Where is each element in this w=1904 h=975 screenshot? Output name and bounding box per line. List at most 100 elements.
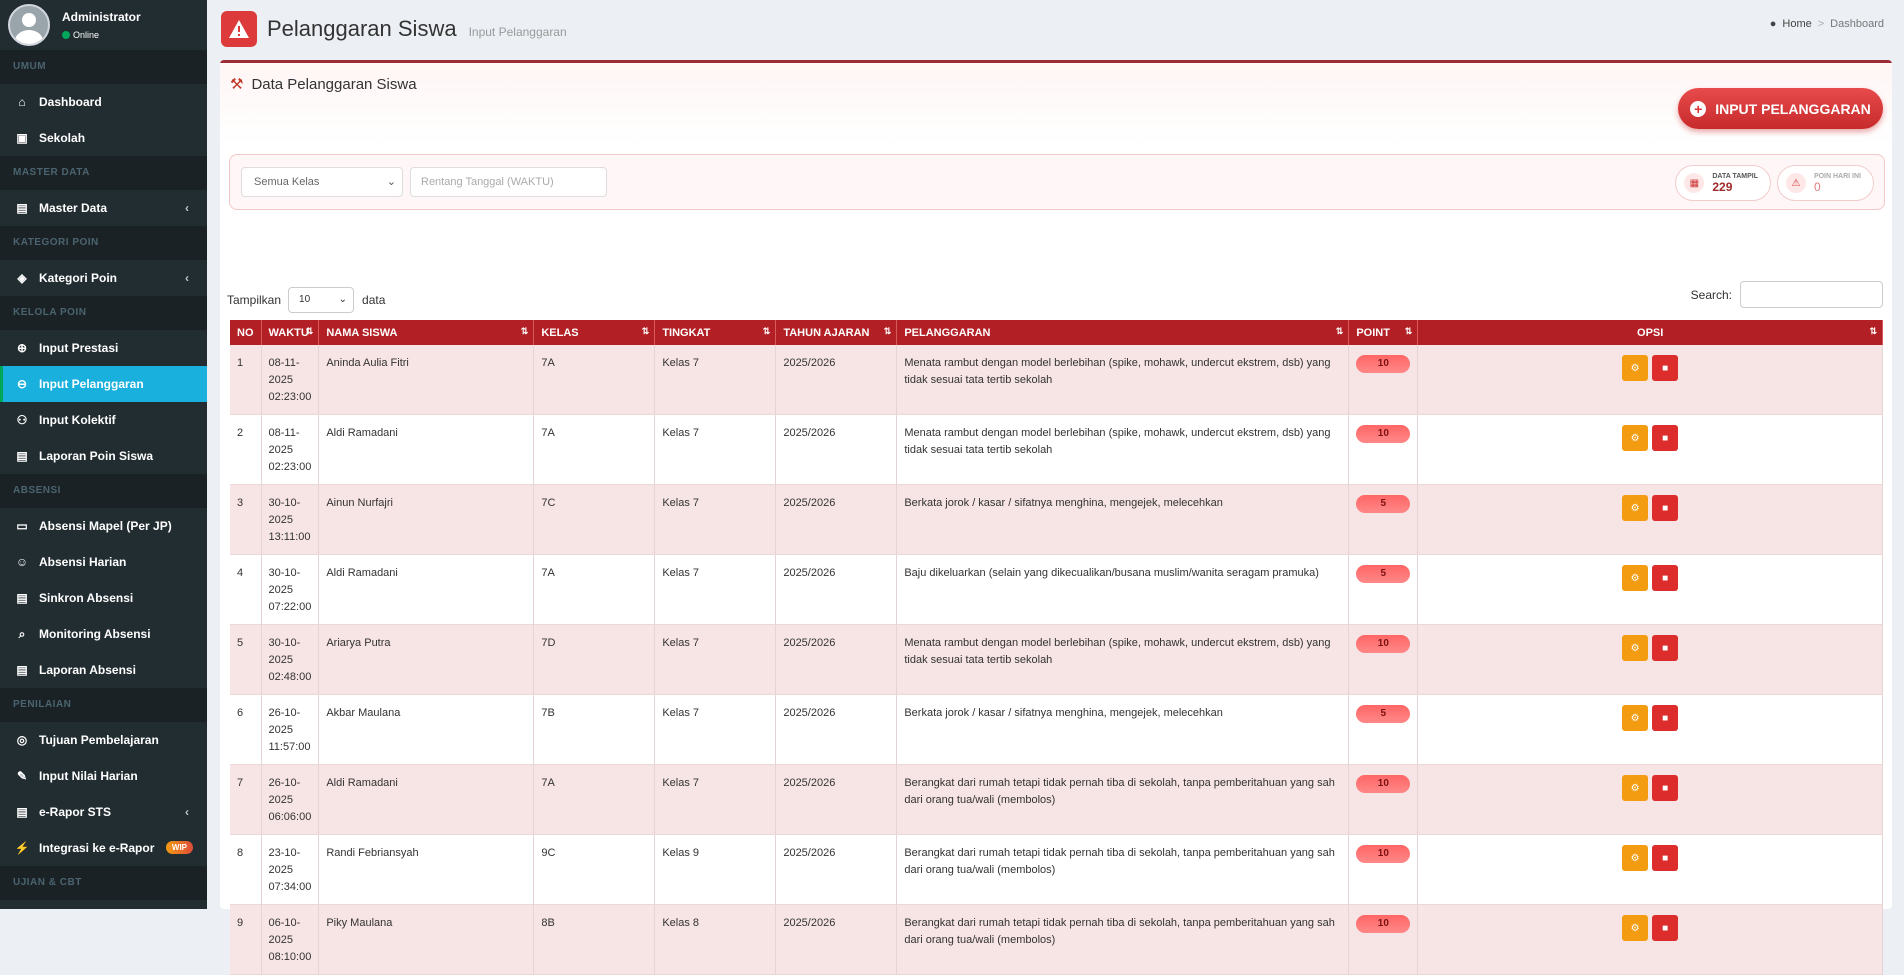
delete-button[interactable]: ■ bbox=[1652, 425, 1679, 451]
cell-pelanggaran: Berangkat dari rumah tetapi tidak pernah… bbox=[896, 834, 1350, 905]
sidebar-item-laporan-absensi[interactable]: ▤ Laporan Absensi bbox=[0, 652, 207, 688]
waktu-line: 30-10- bbox=[268, 637, 301, 649]
breadcrumb-home[interactable]: Home bbox=[1782, 18, 1812, 30]
column-header-tahun-ajaran[interactable]: TAHUN AJARAN ⇅ bbox=[775, 320, 898, 345]
cell-no: 7 bbox=[230, 764, 262, 835]
cell-kelas: 7A bbox=[533, 764, 656, 835]
sidebar-item-monitoring-absensi[interactable]: ⌕ Monitoring Absensi bbox=[0, 616, 207, 652]
column-header-nama-siswa[interactable]: NAMA SISWA ⇅ bbox=[318, 320, 535, 345]
edit-button[interactable]: ⚙ bbox=[1622, 635, 1649, 661]
column-header-waktu[interactable]: WAKTU ⇅ bbox=[261, 320, 320, 345]
cell-no: 4 bbox=[230, 554, 262, 625]
file-icon: ▤ bbox=[16, 805, 28, 819]
column-header-kelas[interactable]: KELAS ⇅ bbox=[533, 320, 656, 345]
edit-button[interactable]: ⚙ bbox=[1622, 565, 1649, 591]
column-header-point[interactable]: POINT ⇅ bbox=[1348, 320, 1419, 345]
trash-icon: ■ bbox=[1662, 432, 1669, 444]
sidebar-item-sinkron-absensi[interactable]: ▤ Sinkron Absensi bbox=[0, 580, 207, 616]
cell-pelanggaran: Berangkat dari rumah tetapi tidak pernah… bbox=[896, 904, 1350, 975]
user-panel: Administrator Online bbox=[0, 0, 207, 50]
sidebar-item-e-rapor-sts[interactable]: ▤ e-Rapor STS ‹ bbox=[0, 794, 207, 830]
sidebar-item-sekolah[interactable]: ▣ Sekolah bbox=[0, 120, 207, 156]
table-icon: ▦ bbox=[1684, 173, 1705, 193]
sidebar-item-input-prestasi[interactable]: ⊕ Input Prestasi bbox=[0, 330, 207, 366]
date-range-input[interactable]: Rentang Tanggal (WAKTU) bbox=[410, 167, 607, 197]
cell-opsi: ⚙ ■ bbox=[1417, 624, 1883, 695]
sidebar-item-kategori-poin[interactable]: ◈ Kategori Poin ‹ bbox=[0, 260, 207, 296]
sidebar-item-laporan-poin-siswa[interactable]: ▤ Laporan Poin Siswa bbox=[0, 438, 207, 474]
delete-button[interactable]: ■ bbox=[1652, 845, 1679, 871]
waktu-line: 08:10:00 bbox=[268, 951, 312, 963]
sidebar-item-label: e-Rapor STS bbox=[39, 805, 112, 819]
edit-button[interactable]: ⚙ bbox=[1622, 705, 1649, 731]
sidebar-section-header: UMUM bbox=[0, 50, 207, 84]
cell-no: 1 bbox=[230, 345, 262, 415]
trash-icon: ■ bbox=[1662, 642, 1669, 654]
sidebar-item-input-nilai-harian[interactable]: ✎ Input Nilai Harian bbox=[0, 758, 207, 794]
delete-button[interactable]: ■ bbox=[1652, 775, 1679, 801]
gear-icon: ⚙ bbox=[1630, 782, 1640, 794]
delete-button[interactable]: ■ bbox=[1652, 565, 1679, 591]
kelas-select-value: Semua Kelas bbox=[254, 176, 320, 188]
sidebar-section-header: MASTER DATA bbox=[0, 156, 207, 190]
search-input[interactable] bbox=[1740, 281, 1883, 308]
edit-button[interactable]: ⚙ bbox=[1622, 355, 1649, 381]
sidebar-item-tujuan-pembelajaran[interactable]: ◎ Tujuan Pembelajaran bbox=[0, 722, 207, 758]
sidebar-item-input-kolektif[interactable]: ⚇ Input Kolektif bbox=[0, 402, 207, 438]
delete-button[interactable]: ■ bbox=[1652, 355, 1679, 381]
column-header-opsi[interactable]: OPSI ⇅ bbox=[1417, 320, 1883, 345]
gear-icon: ⚙ bbox=[1630, 362, 1640, 374]
sidebar-section-header: UJIAN & CBT bbox=[0, 866, 207, 900]
column-header-tingkat[interactable]: TINGKAT ⇅ bbox=[654, 320, 777, 345]
waktu-line: 08-11- bbox=[268, 427, 300, 439]
cell-point: 5 bbox=[1348, 554, 1419, 625]
sidebar-item-dashboard[interactable]: ⌂ Dashboard bbox=[0, 84, 207, 120]
column-header-pelanggaran[interactable]: PELANGGARAN ⇅ bbox=[896, 320, 1350, 345]
page-length-select[interactable]: 10 ⌄ bbox=[288, 287, 355, 313]
edit-button[interactable]: ⚙ bbox=[1622, 915, 1649, 941]
point-badge: 10 bbox=[1356, 915, 1411, 933]
edit-button[interactable]: ⚙ bbox=[1622, 495, 1649, 521]
edit-button[interactable]: ⚙ bbox=[1622, 425, 1649, 451]
cell-tingkat: Kelas 7 bbox=[654, 345, 777, 415]
cell-nama: Piky Maulana bbox=[318, 904, 535, 975]
cell-pelanggaran: Menata rambut dengan model berlebihan (s… bbox=[896, 624, 1350, 695]
content-header: Pelanggaran Siswa Input Pelanggaran ● Ho… bbox=[207, 0, 1904, 58]
edit-button[interactable]: ⚙ bbox=[1622, 775, 1649, 801]
cell-nama: Ariarya Putra bbox=[318, 624, 535, 695]
waktu-line: 13:11:00 bbox=[268, 531, 311, 543]
cell-waktu: 30-10- 2025 13:11:00 bbox=[261, 484, 320, 555]
sidebar-item-absensi-harian[interactable]: ☺ Absensi Harian bbox=[0, 544, 207, 580]
data-card: ⚒ Data Pelanggaran Siswa + INPUT PELANGGAR… bbox=[220, 60, 1892, 975]
users-icon: ⚇ bbox=[16, 413, 28, 427]
cell-kelas: 7A bbox=[533, 414, 656, 485]
delete-button[interactable]: ■ bbox=[1652, 495, 1679, 521]
delete-button[interactable]: ■ bbox=[1652, 915, 1679, 941]
cell-kelas: 7B bbox=[533, 694, 656, 765]
data-tampil-stat: ▦ DATA TAMPIL 229 bbox=[1675, 165, 1771, 201]
sidebar-item-absensi-mapel-per-jp[interactable]: ▭ Absensi Mapel (Per JP) bbox=[0, 508, 207, 544]
table-header-row: NO WAKTU ⇅ NAMA SISWA ⇅ KELAS ⇅ TINGKAT ⇅ TAHUN A… bbox=[230, 320, 1883, 345]
sidebar-item-label: Master Data bbox=[39, 201, 108, 215]
online-dot-icon bbox=[62, 31, 70, 39]
cell-tahun: 2025/2026 bbox=[775, 764, 898, 835]
cell-waktu: 23-10- 2025 07:34:00 bbox=[261, 834, 320, 905]
delete-button[interactable]: ■ bbox=[1652, 635, 1679, 661]
sidebar-item-input-pelanggaran[interactable]: ⊖ Input Pelanggaran bbox=[0, 366, 207, 402]
cell-waktu: 08-11- 2025 02:23:00 bbox=[261, 345, 320, 415]
cell-opsi: ⚙ ■ bbox=[1417, 414, 1883, 485]
sidebar-item-master-data[interactable]: ▤ Master Data ‹ bbox=[0, 190, 207, 226]
column-header-label: NO bbox=[237, 326, 254, 339]
breadcrumb-separator: > bbox=[1817, 18, 1825, 30]
delete-button[interactable]: ■ bbox=[1652, 705, 1679, 731]
edit-button[interactable]: ⚙ bbox=[1622, 845, 1649, 871]
trash-icon: ■ bbox=[1662, 362, 1669, 374]
sidebar: Administrator Online UMUM ⌂ Dashboard ▣ Seko… bbox=[0, 0, 207, 909]
sidebar-item-integrasi-ke-e-rapor[interactable]: ⚡ Integrasi ke e-Rapor WIP bbox=[0, 830, 207, 866]
database-icon: ▤ bbox=[16, 591, 28, 605]
input-pelanggaran-button[interactable]: + INPUT PELANGGARAN bbox=[1678, 88, 1883, 129]
sidebar-item-label: Absensi Harian bbox=[39, 555, 127, 569]
waktu-line: 06-10- bbox=[268, 917, 301, 929]
cell-tingkat: Kelas 9 bbox=[654, 834, 777, 905]
kelas-select[interactable]: Semua Kelas ⌄ bbox=[241, 167, 403, 197]
